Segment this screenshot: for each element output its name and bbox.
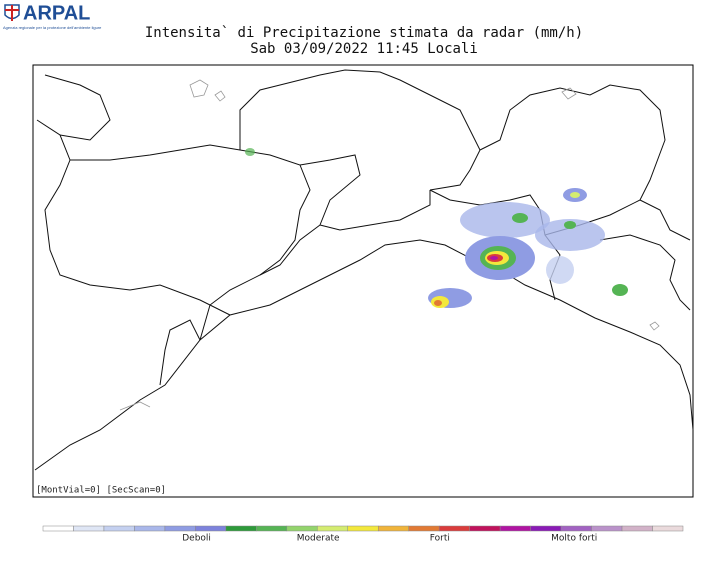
lakes [119,79,660,411]
legend-swatch [73,525,105,532]
echo [570,192,580,198]
legend-swatch [164,525,196,532]
legend-swatch [377,525,409,532]
legend-swatch [134,525,166,532]
legend-label: Moderate [297,534,340,544]
legend-swatch [347,525,379,532]
echo [490,256,498,260]
subtitle: Sab 03/09/2022 11:45 Locali [250,41,478,57]
legend-swatch [469,525,501,532]
legend-swatch [591,525,623,532]
legend-swatch [560,525,592,532]
echo [612,284,628,296]
legend-label: Forti [430,534,450,544]
legend-swatch [621,525,653,532]
logo: ARPAL Agenzia regionale per la protezion… [3,2,102,30]
footer-note: [MontVial=0] [SecScan=0] [36,486,166,496]
legend-swatch [225,525,257,532]
title: Intensita` di Precipitazione stimata da … [145,25,583,41]
echo [434,300,442,306]
logo-text: ARPAL [23,2,90,24]
logo-cross [5,5,19,21]
legend-label: Molto forti [551,534,597,544]
echo [535,219,605,251]
legend-swatch [195,525,227,532]
echo [546,256,574,284]
legend-swatch [408,525,440,532]
echo [564,221,576,229]
legend-label: Deboli [182,534,211,544]
legend-swatch [317,525,349,532]
legend: Deboli Moderate Forti Molto forti [42,525,684,544]
legend-swatch [438,525,470,532]
echo [245,148,255,156]
legend-swatch [286,525,318,532]
legend-swatch [256,525,288,532]
echo [512,213,528,223]
radar-echoes [245,148,628,308]
echo [460,202,550,238]
legend-swatch [530,525,562,532]
legend-swatch [652,525,684,532]
legend-swatch [103,525,135,532]
legend-swatch [499,525,531,532]
legend-swatch [42,525,74,532]
map-frame [32,64,694,498]
logo-subtitle: Agenzia regionale per la protezione dell… [3,25,102,30]
